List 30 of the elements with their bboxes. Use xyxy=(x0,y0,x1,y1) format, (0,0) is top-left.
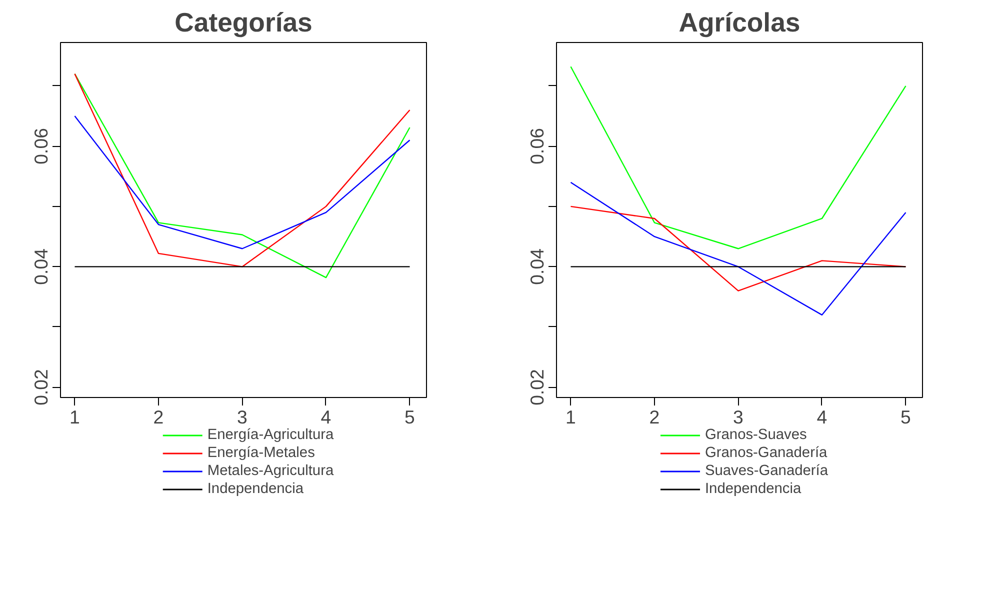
line-series xyxy=(570,206,906,292)
y-tick-label: 0.06 xyxy=(30,128,52,164)
x-tick-label: 1 xyxy=(70,406,80,428)
line-series xyxy=(570,66,906,250)
x-tick-label: 1 xyxy=(566,406,576,428)
chart-title: Agrícolas xyxy=(678,8,800,38)
y-tick-label: 0.02 xyxy=(526,369,548,406)
y-tick-label: 0.04 xyxy=(30,248,52,285)
x-tick-label: 5 xyxy=(900,406,911,428)
legend-label: Independencia xyxy=(704,480,802,498)
legend-label: Metales-Agricultura xyxy=(207,462,334,480)
x-tick-label: 5 xyxy=(404,406,415,428)
legend-label: Independencia xyxy=(207,480,304,498)
legend-label: Energía-Metales xyxy=(207,444,315,462)
line-series xyxy=(74,115,410,250)
line-series xyxy=(570,182,906,316)
legend-label: Suaves-Ganadería xyxy=(704,462,828,480)
x-tick-label: 4 xyxy=(320,406,332,428)
chart-title: Categorías xyxy=(174,8,312,38)
x-tick-label: 2 xyxy=(649,406,660,428)
x-tick-label: 3 xyxy=(237,406,248,428)
legend-label: Energía-Agricultura xyxy=(207,426,334,444)
x-tick-label: 3 xyxy=(733,406,744,428)
y-tick-label: 0.02 xyxy=(30,369,52,406)
x-tick-label: 2 xyxy=(153,406,164,428)
y-tick-label: 0.04 xyxy=(526,248,548,285)
legend-label: Granos-Ganadería xyxy=(704,444,828,462)
legend-label: Granos-Suaves xyxy=(704,426,807,444)
x-tick-label: 4 xyxy=(816,406,828,428)
y-tick-label: 0.06 xyxy=(526,128,548,164)
